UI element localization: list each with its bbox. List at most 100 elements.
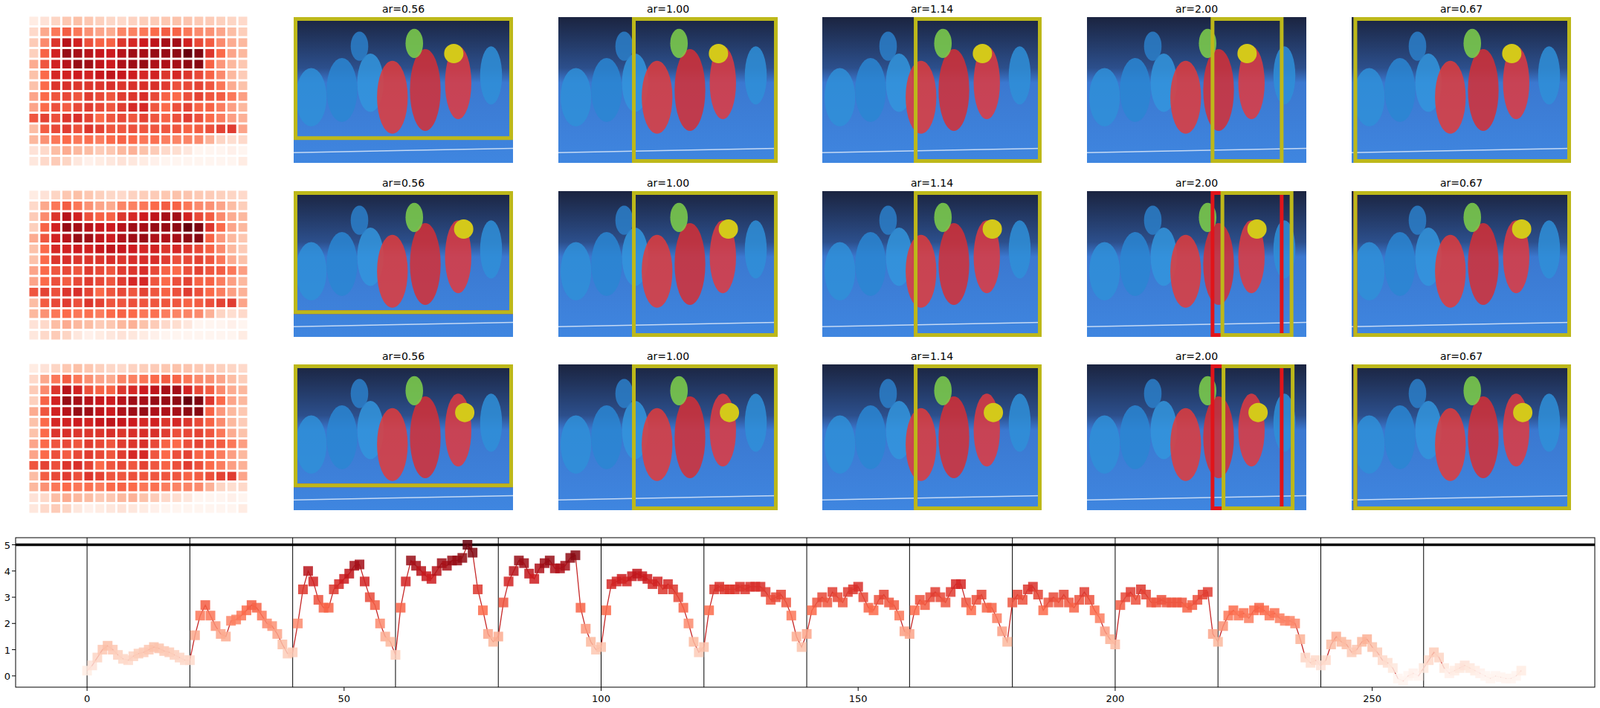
heatmap-cell (238, 428, 248, 438)
heatmap-cell (106, 309, 116, 319)
heatmap-cell (117, 449, 127, 459)
heatmap-cell (95, 255, 105, 264)
photo-figure (669, 376, 688, 406)
data-marker (493, 631, 504, 641)
data-marker (997, 626, 1007, 636)
heatmap-cell (73, 233, 83, 243)
photo-figure (350, 205, 369, 235)
heatmap-cell (106, 287, 116, 297)
heatmap-cell (106, 439, 116, 449)
heatmap-cell (51, 135, 61, 145)
heatmap-cell (150, 223, 160, 232)
photo-panel: ar=2.00 (1086, 350, 1307, 511)
photo (558, 364, 778, 511)
crop-box (1212, 19, 1282, 162)
heatmap-cell (128, 428, 138, 438)
photo-figure (879, 31, 898, 61)
heatmap-cell (128, 156, 138, 166)
heatmap-cell (205, 439, 215, 449)
heatmap-cell (161, 406, 171, 416)
heatmap-cell (106, 396, 116, 406)
data-marker (704, 605, 714, 615)
data-marker (868, 605, 879, 615)
heatmap-cell (238, 276, 248, 286)
photo-figure (1353, 242, 1385, 301)
heatmap-cell (238, 406, 248, 416)
heatmap-cell (84, 16, 93, 26)
heatmap-cell (139, 16, 148, 26)
heatmap-cell (194, 287, 203, 297)
heatmap-cell (183, 482, 193, 492)
heatmap-cell (51, 59, 61, 69)
heatmap-cell (128, 255, 138, 264)
photo-figure (1467, 223, 1499, 305)
photo-figure (1119, 405, 1151, 470)
heatmap-cell (106, 244, 116, 254)
heatmap-cell (194, 81, 203, 90)
heatmap-cell (106, 190, 116, 200)
heatmap-cell (73, 113, 83, 123)
heatmap-cell (51, 145, 61, 155)
photo-figure (1144, 379, 1163, 409)
heatmap-cell (95, 374, 105, 384)
heatmap-cell (62, 92, 72, 102)
heatmap-cell (62, 266, 72, 276)
heatmap-cell (172, 223, 182, 232)
heatmap-cell (51, 298, 61, 308)
heatmap-cell (106, 81, 116, 90)
heatmap-cell (238, 255, 248, 264)
photo-line (822, 147, 1042, 153)
photo-figure (938, 223, 969, 305)
crop-box (634, 366, 777, 509)
heatmap-cell (161, 255, 171, 264)
heatmap-cell (51, 396, 61, 406)
heatmap-cell (150, 460, 160, 470)
panel-title: ar=0.56 (382, 350, 425, 363)
photo-figure (615, 379, 634, 409)
heatmap-cell (117, 102, 127, 112)
heatmap-cell (238, 233, 248, 243)
heatmap-cell (183, 255, 193, 264)
heatmap-cell (128, 374, 138, 384)
heatmap-cell (28, 385, 38, 395)
heatmap-cell (28, 102, 38, 112)
photo-figure (1089, 242, 1120, 301)
heatmap-cell (95, 385, 105, 395)
photo-line (293, 147, 514, 153)
heatmap-cell (139, 406, 148, 416)
heatmap-cell (128, 492, 138, 502)
y-tick-label: 1 (4, 644, 11, 656)
heatmap-cell (40, 16, 50, 26)
heatmap-cell (194, 319, 203, 329)
heatmap-cell (40, 27, 50, 37)
heatmap-cell (95, 309, 105, 319)
y-tick (11, 597, 16, 598)
data-marker (478, 605, 488, 615)
heatmap-cell (51, 406, 61, 416)
reference-crop (915, 366, 1041, 509)
heatmap-cell (73, 471, 83, 481)
heatmap (28, 16, 247, 166)
heatmap-cell (139, 396, 148, 406)
heatmap-cell (95, 190, 105, 200)
photo-panel: ar=1.00 (558, 2, 778, 163)
heatmap-cell (238, 471, 248, 481)
data-marker (303, 565, 314, 576)
heatmap-cell (62, 190, 72, 200)
segment-line (806, 537, 808, 687)
heatmap-cell (150, 330, 160, 340)
heatmap-cell (84, 37, 93, 47)
heatmap-cell (28, 81, 38, 90)
segment-line (1011, 537, 1013, 687)
reference-line (15, 543, 1595, 547)
heatmap-cell (84, 70, 93, 80)
heatmap-cell (216, 70, 226, 80)
heatmap-cell (150, 70, 160, 80)
heatmap-cell (95, 244, 105, 254)
heatmap-cell (117, 406, 127, 416)
heatmap-cell (139, 135, 148, 145)
focus-point (1501, 43, 1522, 64)
heatmap-cell (205, 92, 215, 102)
focus-point (718, 219, 739, 239)
heatmap-cell (95, 92, 105, 102)
